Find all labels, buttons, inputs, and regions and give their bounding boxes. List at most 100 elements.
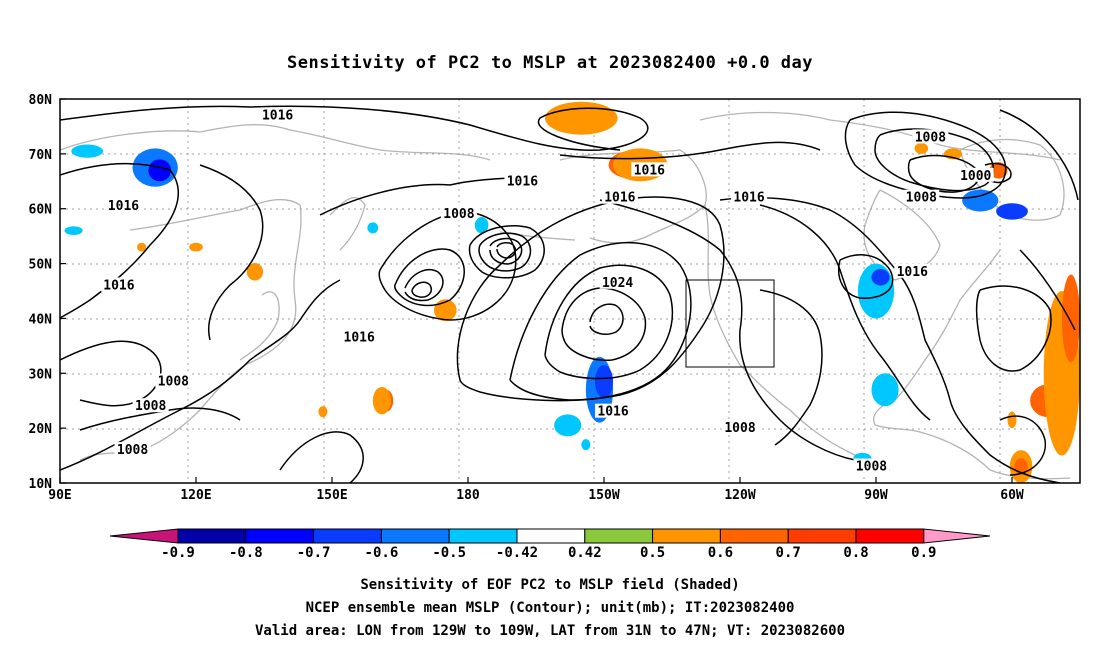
contour-label-bg [631, 162, 668, 177]
colorbar-high-end [923, 528, 991, 544]
colorbar: -0.9 -0.8 -0.7 -0.6 -0.5 -0.42 0.42 0.5 0.6 0.7 0.… [109, 528, 991, 561]
contour-line [60, 340, 162, 407]
contour-line [759, 289, 823, 446]
colorbar-swatch [719, 528, 789, 544]
colorbar-label: 0.7 [776, 545, 801, 561]
shaded-region [71, 144, 104, 158]
shaded-region [996, 203, 1028, 220]
contour-line [999, 415, 1046, 476]
contour-label-bg [599, 274, 636, 289]
shaded-region [148, 159, 172, 182]
shaded-region [137, 242, 147, 252]
map-title: Sensitivity of PC2 to MSLP at 2023082400… [287, 53, 813, 73]
contour-line [975, 285, 1052, 372]
contour-label: 1016 [507, 174, 538, 189]
coastline-canada-north [699, 111, 1061, 161]
contour-label-bg [259, 107, 296, 122]
lat-tick-label: 20N [29, 422, 53, 437]
coastline-asia-east [79, 198, 302, 461]
shaded-region [474, 216, 489, 234]
contour-line [496, 242, 517, 259]
contour-line [468, 225, 545, 279]
shaded-region [1007, 411, 1017, 429]
contour-label-bg [100, 277, 137, 292]
colorbar-label: 0.9 [911, 545, 936, 561]
contour-line [60, 279, 341, 471]
valid-area-box [685, 279, 775, 368]
lon-tick-label: 120E [180, 488, 211, 503]
lon-tick-label: 90E [48, 488, 71, 503]
coastline-hudson-bay [863, 189, 941, 281]
caption-line-3: Valid area: LON from 129W to 109W, LAT f… [255, 623, 845, 639]
coastlines [60, 111, 1071, 480]
contour-line [559, 141, 821, 160]
contour-label-bg [731, 189, 768, 204]
shaded-region [554, 414, 582, 437]
coastline-east-north-america [873, 249, 1001, 433]
contour-label: 1008 [724, 421, 755, 436]
caption-line-2: NCEP ensemble mean MSLP (Contour); unit(… [306, 600, 795, 616]
colorbar-swatch [652, 528, 721, 544]
map-border [59, 98, 1081, 484]
shaded-region [581, 439, 591, 451]
contour-label: 1008 [117, 443, 148, 458]
shaded-region [64, 226, 83, 236]
colorbar-swatch [516, 528, 586, 544]
lat-tick-label: 80N [29, 93, 53, 108]
contour-line [599, 199, 856, 461]
contour-label: 1008 [158, 375, 189, 390]
colorbar-label: 0.6 [708, 545, 733, 561]
contour-line [199, 164, 264, 341]
contour-label-bg [601, 189, 638, 204]
shaded-region [434, 299, 457, 322]
colorbar-swatch [313, 528, 382, 544]
contour-label: 1016 [108, 199, 139, 214]
shaded-region [372, 387, 391, 415]
shaded-region [367, 222, 379, 234]
map-plot-area: 1016 1016 1016 1016 1016 1016 1016 1016 1016 1016… [60, 99, 1080, 483]
contour-label-bg [722, 420, 758, 435]
colorbar-label: -0.42 [496, 545, 538, 561]
coastline-japan [239, 291, 280, 361]
lat-tick-label: 40N [29, 312, 53, 327]
shaded-region [871, 373, 899, 407]
contour-line [589, 303, 624, 335]
contour-label: 1008 [135, 399, 166, 414]
mslp-contours [60, 105, 1079, 483]
contour-line [509, 242, 692, 401]
contour-label-bg [903, 189, 940, 204]
lon-tick-label: 180 [456, 488, 480, 503]
lon-tick-label: 120W [724, 488, 755, 503]
lat-tick-label: 50N [29, 258, 53, 273]
contour-label: 1008 [856, 460, 887, 475]
colorbar-label: 0.8 [843, 545, 868, 561]
shaded-region [545, 101, 618, 135]
colorbar-label: -0.7 [297, 545, 331, 561]
contour-line [489, 237, 523, 265]
map-axes: 90E 120E 150E 180 150W 120W 90W 60W 80N 70N 60N 50N… [29, 93, 1024, 503]
shaded-region [1061, 274, 1080, 363]
contour-line [404, 268, 444, 302]
sensitivity-shading [64, 101, 1080, 483]
colorbar-swatch [448, 528, 518, 544]
contour-label: 1016 [897, 265, 928, 280]
shaded-region [871, 269, 890, 286]
contour-label: 1016 [634, 163, 665, 178]
lon-tick-label: 150E [316, 488, 347, 503]
contour-label: 1000 [960, 169, 991, 184]
contour-line [561, 287, 647, 361]
colorbar-label: -0.9 [161, 545, 195, 561]
contour-label-bg [595, 403, 632, 418]
contour-line [544, 264, 674, 380]
contour-line [1019, 249, 1076, 331]
contour-label-bg [132, 398, 169, 413]
colorbar-swatch [380, 528, 450, 544]
contour-label: 1016 [344, 331, 375, 346]
colorbar-label: 0.5 [640, 545, 665, 561]
colorbar-swatch [855, 528, 925, 544]
lon-tick-label: 60W [1000, 488, 1024, 503]
shaded-region [594, 365, 614, 398]
colorbar-swatch [584, 528, 654, 544]
